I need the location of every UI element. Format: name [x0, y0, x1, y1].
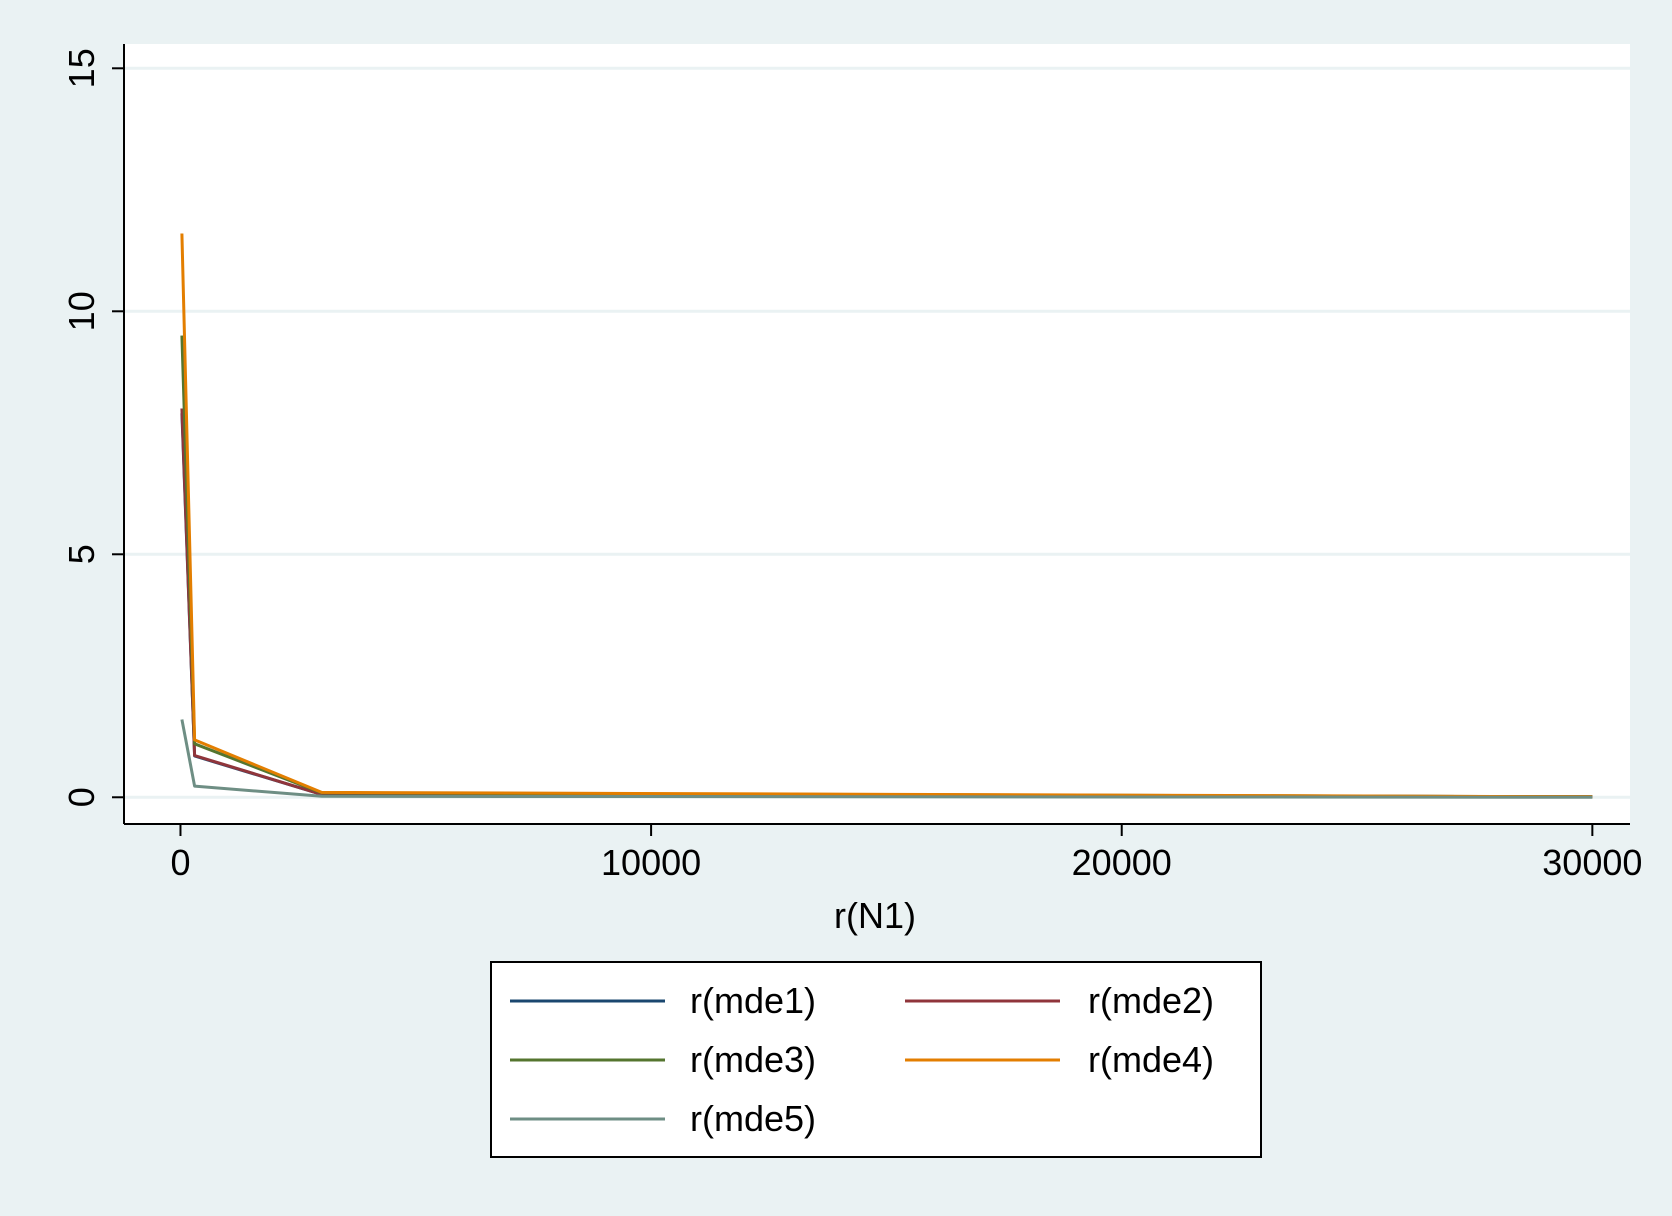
series-lines [180, 233, 1593, 799]
y-axis-ticks: 0 5 10 15 [61, 48, 124, 807]
y-tick-label: 10 [61, 291, 102, 331]
x-axis-title: r(N1) [834, 895, 916, 936]
series-line-r-mde4 [180, 233, 1593, 799]
x-tick-label: 10000 [601, 842, 701, 883]
y-tick-label: 0 [61, 787, 102, 807]
x-tick-label: 0 [170, 842, 190, 883]
legend-label: r(mde1) [690, 980, 816, 1021]
x-tick-label: 30000 [1542, 842, 1642, 883]
x-tick-label: 20000 [1072, 842, 1172, 883]
series-line-r-mde5 [180, 719, 1593, 799]
legend: r(mde1) r(mde2) r(mde3) r(mde4) r(mde5) [490, 961, 1262, 1158]
y-tick-label: 5 [61, 544, 102, 564]
plot-area [124, 44, 1630, 824]
x-axis-ticks: 0 10000 20000 30000 [170, 824, 1642, 883]
legend-label: r(mde4) [1088, 1039, 1214, 1080]
legend-label: r(mde5) [690, 1098, 816, 1139]
y-tick-label: 15 [61, 48, 102, 88]
legend-label: r(mde3) [690, 1039, 816, 1080]
legend-label: r(mde2) [1088, 980, 1214, 1021]
